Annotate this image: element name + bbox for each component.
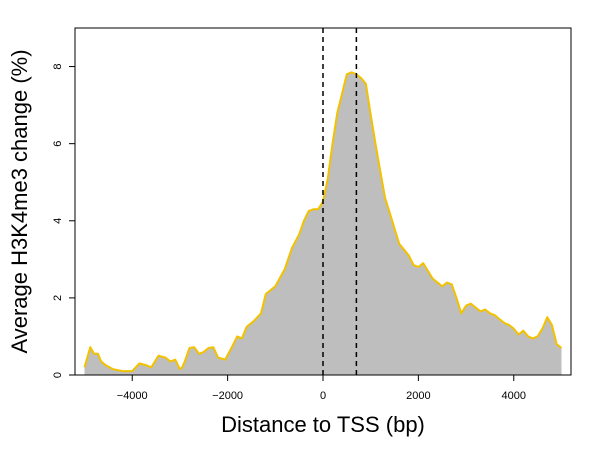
y-tick-label: 2 <box>52 295 64 301</box>
x-tick-label: −2000 <box>212 390 243 402</box>
y-axis-title: Average H3K4me3 change (%) <box>7 49 32 353</box>
y-tick-label: 8 <box>52 63 64 69</box>
y-tick-label: 4 <box>52 218 64 224</box>
x-tick-label: 4000 <box>502 390 526 402</box>
y-tick-label: 0 <box>52 372 64 378</box>
x-tick-label: 2000 <box>406 390 430 402</box>
x-axis-title: Distance to TSS (bp) <box>221 412 425 437</box>
x-tick-label: −4000 <box>117 390 148 402</box>
plot-area <box>83 28 563 376</box>
axes: −4000 −2000 0 2000 4000 0 2 4 6 8 <box>52 27 572 402</box>
area-fill <box>84 72 562 376</box>
y-tick-label: 6 <box>52 141 64 147</box>
series-line <box>83 71 563 373</box>
x-tick-label: 0 <box>320 390 326 402</box>
